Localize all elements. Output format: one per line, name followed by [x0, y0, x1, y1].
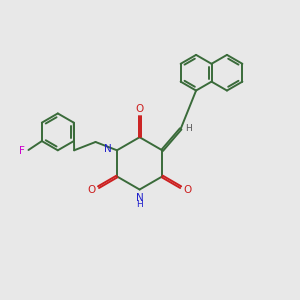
Text: H: H [186, 124, 192, 133]
Text: F: F [19, 146, 25, 157]
Text: O: O [88, 184, 96, 194]
Text: O: O [183, 184, 191, 194]
Text: H: H [136, 200, 143, 209]
Text: N: N [104, 144, 112, 154]
Text: O: O [136, 104, 144, 114]
Text: N: N [136, 194, 143, 203]
